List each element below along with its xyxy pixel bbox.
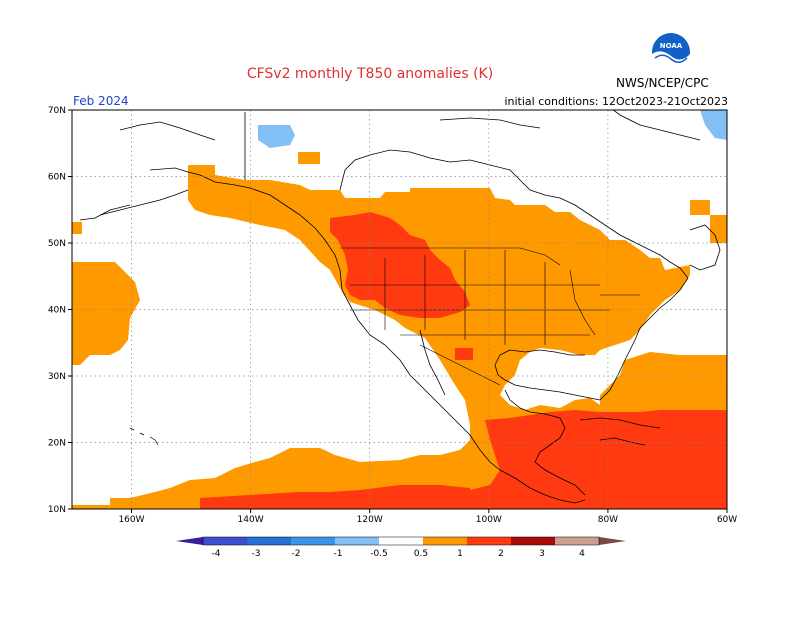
agency-label: NWS/NCEP/CPC: [616, 76, 709, 90]
latitude-labels: 70N 60N 50N 40N 30N 20N 10N: [48, 106, 66, 515]
colorbar-label-pos4: 4: [579, 549, 585, 559]
noaa-logo: NOAA: [652, 33, 690, 72]
forecast-period: Feb 2024: [73, 94, 129, 108]
colorbar-label-pos1: 1: [457, 549, 463, 559]
graticule: [72, 110, 727, 509]
colorbar-label-pos3: 3: [539, 549, 545, 559]
lon-label-60w: 60W: [717, 515, 737, 525]
coastlines: [79, 110, 721, 504]
anomaly-positive-moderate: [200, 212, 727, 509]
lon-label-80w: 80W: [598, 515, 618, 525]
hawaii-islands: [129, 427, 159, 446]
initial-conditions: initial conditions: 12Oct2023-21Oct2023: [504, 95, 728, 108]
colorbar-label-neg4: -4: [212, 549, 221, 559]
chart-title: CFSv2 monthly T850 anomalies (K): [246, 66, 494, 82]
lat-label-60n: 60N: [48, 173, 66, 183]
lon-label-140w: 140W: [238, 515, 264, 525]
colorbar-swatch-2-3: [555, 537, 599, 545]
lon-label-160w: 160W: [118, 515, 144, 525]
lat-label-20n: 20N: [48, 439, 66, 449]
colorbar-right-arrow: [599, 537, 626, 545]
colorbar-swatch-neutral: [423, 537, 467, 545]
colorbar-label-neg1: -1: [334, 549, 343, 559]
lat-label-70n: 70N: [48, 106, 66, 116]
colorbar-swatch-2-1: [335, 537, 379, 545]
colorbar-label-neg05: -0.5: [370, 549, 388, 559]
logo-text: NOAA: [660, 42, 683, 50]
colorbar-label-pos05: 0.5: [414, 549, 428, 559]
lat-label-30n: 30N: [48, 372, 66, 382]
tick-marks: [68, 109, 728, 513]
colorbar-label-neg2: -2: [292, 549, 301, 559]
lat-label-40n: 40N: [48, 306, 66, 316]
anomaly-fields: [72, 110, 727, 509]
lat-label-50n: 50N: [48, 239, 66, 249]
colorbar-swatch-1-05: [379, 537, 423, 545]
colorbar-swatch-4-3: [247, 537, 291, 545]
colorbar-label-neg3: -3: [252, 549, 261, 559]
colorbar: -4 -3 -2 -1 -0.5 0.5 1 2 3 4: [176, 536, 626, 559]
anomaly-negative-weak: [258, 110, 727, 148]
colorbar-left-arrow: [176, 537, 203, 545]
colorbar-swatch-lt-4: [203, 537, 247, 545]
lon-label-120w: 120W: [357, 515, 383, 525]
political-boundaries: [340, 247, 640, 386]
longitude-labels: 160W 140W 120W 100W 80W 60W: [118, 515, 737, 525]
colorbar-label-pos2: 2: [498, 549, 504, 559]
lon-label-100w: 100W: [476, 515, 502, 525]
colorbar-swatch-3-2: [291, 537, 335, 545]
colorbar-swatch-1-2: [511, 537, 555, 545]
colorbar-swatch-05-1: [467, 537, 511, 545]
lat-label-10n: 10N: [48, 505, 66, 515]
